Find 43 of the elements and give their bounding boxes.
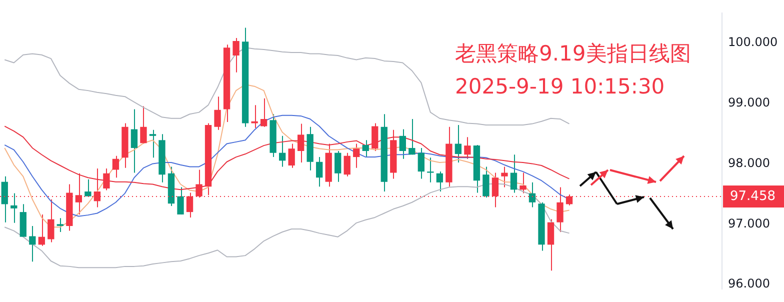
text: 老黑策略9.19美指日线图 [455,41,691,66]
candlestick [288,143,295,168]
candlestick [177,186,184,215]
candlestick [334,150,342,182]
candlestick [149,129,156,158]
candlestick [38,214,45,246]
candlestick [510,154,518,194]
candlestick [482,166,490,198]
candlestick [427,157,434,183]
candlestick [344,152,350,177]
candlestick [112,155,120,178]
candlestick [232,37,240,73]
candlestick [353,143,360,168]
candlestick [140,106,147,144]
candlestick [130,108,138,174]
ref-line-label: 97.458 [730,188,776,204]
y-tick-label: 99.000 [728,95,770,110]
y-tick-label: 96.000 [728,276,770,291]
candlestick [399,128,406,160]
candlestick [501,166,508,188]
candlestick [278,135,286,168]
candlestick [56,218,64,232]
y-tick-label: 98.000 [728,156,770,170]
candlestick [547,218,554,272]
candlestick [10,192,18,224]
text: 2025-9-19 10:15:30 [455,74,665,98]
candlestick [454,124,462,163]
y-tick-label: 97.000 [728,216,770,230]
candlestick [520,172,526,194]
candlestick [418,147,424,180]
y-tick-label: 100.000 [728,34,778,49]
candlestick [84,178,92,197]
candlestick [48,198,54,243]
candlestick [464,136,471,160]
candlestick [362,140,369,158]
candlestick [408,118,416,156]
candlestick [528,182,536,208]
candlestick [1,176,8,223]
candlestick [316,156,323,188]
candlestick [260,98,268,128]
candlestick [436,171,444,192]
candlestick [29,225,36,262]
candlestick [214,96,221,130]
